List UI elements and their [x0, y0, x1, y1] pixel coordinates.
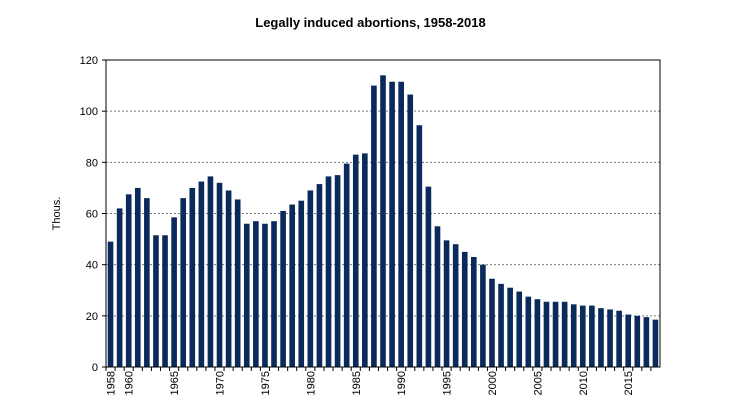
bar-2017 [643, 317, 650, 367]
bar-2013 [607, 309, 613, 367]
bar-1964 [162, 235, 168, 367]
x-tick-label: 1995 [442, 371, 454, 395]
y-tick-label: 100 [80, 106, 98, 118]
bar-2016 [634, 315, 641, 367]
bar-2001 [498, 283, 504, 367]
bar-1989 [389, 81, 395, 367]
bar-1959 [116, 208, 123, 367]
bar-1999 [480, 264, 486, 367]
bar-1991 [407, 94, 414, 367]
bar-1987 [371, 85, 377, 367]
bar-2010 [579, 305, 586, 367]
bar-1997 [461, 251, 468, 367]
bar-2003 [516, 291, 523, 367]
y-tick-label: 20 [86, 311, 98, 323]
bar-1979 [298, 200, 305, 367]
x-tick-label: 2005 [532, 371, 544, 395]
bar-1972 [234, 199, 241, 367]
bar-1977 [280, 210, 286, 367]
bar-1980 [307, 190, 314, 367]
bar-2009 [570, 304, 577, 367]
bar-1992 [416, 125, 423, 367]
bar-1969 [207, 176, 214, 367]
y-axis-label: Thous. [51, 197, 63, 231]
bar-1995 [443, 240, 450, 367]
bar-2005 [534, 299, 541, 367]
bar-2008 [561, 301, 568, 367]
bar-1965 [171, 217, 177, 367]
x-tick-label: 1985 [351, 371, 363, 395]
bar-1963 [153, 235, 159, 367]
bar-2012 [598, 308, 604, 367]
bar-1971 [225, 190, 232, 367]
bar-1988 [380, 75, 386, 367]
x-tick-label: 2000 [487, 371, 499, 395]
y-tick-label: 0 [92, 362, 98, 374]
bar-1961 [134, 187, 141, 367]
bar-1986 [362, 153, 368, 367]
x-tick-label: 1990 [396, 371, 408, 395]
bar-2018 [652, 319, 659, 367]
bar-1967 [189, 187, 196, 367]
bar-2011 [589, 305, 595, 367]
bar-1978 [289, 204, 295, 367]
x-tick-label: 1975 [260, 371, 272, 395]
bar-2014 [616, 310, 622, 367]
bar-2007 [552, 301, 559, 367]
x-tick-label: 1980 [305, 371, 317, 395]
bar-2002 [507, 287, 513, 367]
bar-1962 [144, 198, 150, 367]
x-tick-label: 2010 [578, 371, 590, 395]
bar-1993 [425, 186, 432, 367]
bar-1982 [325, 176, 332, 367]
bar-1984 [343, 163, 350, 367]
bar-1968 [198, 181, 205, 367]
bar-1998 [471, 256, 477, 367]
bars [107, 75, 659, 367]
bar-1996 [452, 244, 459, 367]
x-tick-label: 2015 [623, 371, 635, 395]
bar-1966 [180, 198, 187, 367]
bar-1976 [271, 221, 277, 367]
bar-2006 [543, 301, 550, 367]
bar-1960 [125, 194, 132, 367]
x-tick-label: 1970 [215, 371, 227, 395]
y-tick-label: 60 [86, 209, 98, 221]
y-axis: 0 20 40 60 80 100 120 [80, 55, 106, 374]
bar-1985 [352, 154, 359, 367]
bar-1981 [316, 184, 323, 367]
bar-1983 [334, 175, 341, 367]
bar-1974 [253, 221, 259, 367]
bar-2000 [489, 278, 495, 367]
bar-1994 [434, 226, 441, 367]
chart-title: Legally induced abortions, 1958-2018 [255, 15, 486, 30]
x-axis: 1958 1960 1965 1970 1975 1980 1985 1990 1995 2000… [105, 367, 652, 395]
bar-1958 [107, 241, 114, 367]
bar-2015 [625, 314, 632, 367]
y-tick-label: 40 [86, 260, 98, 272]
y-tick-label: 80 [86, 157, 98, 169]
y-tick-label: 120 [80, 55, 98, 67]
bar-1973 [243, 223, 250, 367]
bar-2004 [525, 296, 532, 367]
bar-1975 [262, 223, 268, 367]
x-tick-label: 1960 [124, 371, 136, 395]
bar-1970 [216, 182, 223, 367]
x-tick-label: 1958 [106, 371, 118, 395]
bar-1990 [398, 81, 404, 367]
x-tick-label: 1965 [169, 371, 181, 395]
